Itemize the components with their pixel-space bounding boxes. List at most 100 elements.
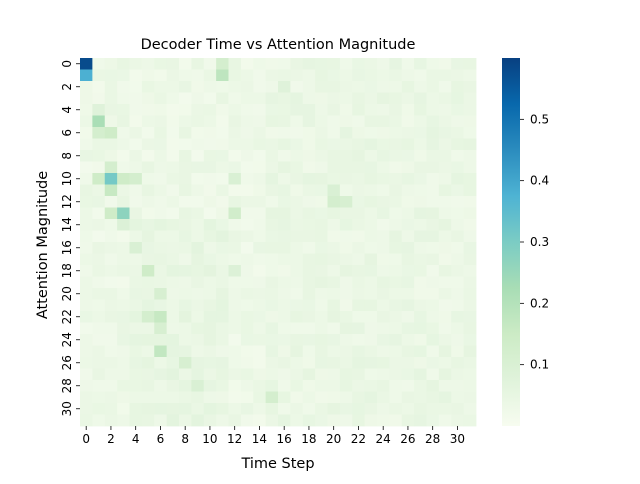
heatmap-cell bbox=[414, 138, 427, 151]
heatmap-cell bbox=[228, 368, 242, 381]
heatmap-cell bbox=[451, 161, 465, 174]
heatmap-cell bbox=[166, 322, 180, 335]
heatmap-cell bbox=[451, 150, 465, 162]
heatmap-cell bbox=[438, 414, 452, 427]
heatmap-cell bbox=[426, 115, 440, 128]
heatmap-cell bbox=[438, 322, 452, 335]
heatmap-cell bbox=[265, 368, 279, 381]
heatmap-cell bbox=[302, 138, 316, 151]
heatmap-cell bbox=[414, 265, 427, 277]
heatmap-cell bbox=[203, 104, 217, 116]
heatmap-cell bbox=[179, 230, 192, 243]
heatmap-cell bbox=[451, 242, 465, 254]
heatmap-cell bbox=[80, 184, 93, 197]
heatmap-cells bbox=[80, 58, 477, 427]
heatmap-cell bbox=[179, 276, 192, 289]
heatmap-cell bbox=[80, 196, 93, 208]
heatmap-cell bbox=[339, 391, 353, 404]
heatmap-cell bbox=[104, 253, 118, 266]
heatmap-cell bbox=[327, 322, 341, 335]
heatmap-cell bbox=[327, 288, 341, 300]
heatmap-cell bbox=[278, 345, 291, 358]
heatmap-cell bbox=[154, 92, 168, 105]
heatmap-cell bbox=[278, 81, 291, 93]
heatmap-cell bbox=[265, 173, 279, 185]
heatmap-cell bbox=[377, 345, 390, 358]
heatmap-cell bbox=[216, 81, 229, 93]
heatmap-cell bbox=[426, 219, 440, 231]
heatmap-cell bbox=[377, 207, 390, 220]
heatmap-cell bbox=[253, 334, 267, 346]
heatmap-cell bbox=[166, 414, 180, 427]
heatmap-cell bbox=[377, 219, 390, 231]
heatmap-cell bbox=[191, 207, 205, 220]
heatmap-cell bbox=[80, 357, 93, 369]
heatmap-cell bbox=[278, 311, 291, 323]
heatmap-cell bbox=[414, 184, 427, 197]
heatmap-cell bbox=[364, 265, 378, 277]
heatmap-cell bbox=[179, 299, 192, 312]
heatmap-cell bbox=[414, 196, 427, 208]
heatmap-cell bbox=[278, 391, 291, 404]
heatmap-cell bbox=[426, 391, 440, 404]
heatmap-cell bbox=[228, 345, 242, 358]
heatmap-cell bbox=[92, 58, 106, 70]
heatmap-cell bbox=[191, 403, 205, 415]
heatmap-cell bbox=[117, 81, 130, 93]
heatmap-cell bbox=[401, 299, 415, 312]
heatmap-cell bbox=[389, 127, 403, 139]
heatmap-cell bbox=[414, 357, 427, 369]
y-tick-label: 18 bbox=[60, 263, 74, 278]
heatmap-cell bbox=[438, 265, 452, 277]
heatmap-cell bbox=[154, 253, 168, 266]
heatmap-cell bbox=[80, 414, 93, 427]
heatmap-cell bbox=[92, 265, 106, 277]
heatmap-cell bbox=[141, 403, 155, 415]
heatmap-cell bbox=[253, 311, 267, 323]
heatmap-cell bbox=[253, 219, 267, 231]
heatmap-cell bbox=[414, 230, 427, 243]
heatmap-cell bbox=[228, 92, 242, 105]
heatmap-cell bbox=[203, 207, 217, 220]
heatmap-cell bbox=[191, 299, 205, 312]
heatmap-cell bbox=[401, 311, 415, 323]
heatmap-cell bbox=[364, 391, 378, 404]
heatmap-cell bbox=[278, 322, 291, 335]
heatmap-cell bbox=[203, 357, 217, 369]
x-tick-label: 28 bbox=[425, 432, 440, 446]
heatmap-cell bbox=[253, 81, 267, 93]
heatmap-cell bbox=[129, 334, 143, 346]
heatmap-cell bbox=[104, 173, 118, 185]
heatmap-cell bbox=[389, 322, 403, 335]
heatmap-cell bbox=[315, 138, 328, 151]
heatmap-cell bbox=[216, 345, 229, 358]
heatmap-cell bbox=[426, 322, 440, 335]
heatmap-cell bbox=[278, 150, 291, 162]
heatmap-cell bbox=[80, 127, 93, 139]
heatmap-cell bbox=[240, 92, 254, 105]
y-tick-label: 12 bbox=[60, 194, 74, 209]
heatmap-cell bbox=[228, 276, 242, 289]
heatmap-cell bbox=[463, 322, 477, 335]
heatmap-cell bbox=[141, 276, 155, 289]
heatmap-cell bbox=[80, 69, 93, 82]
heatmap-cell bbox=[228, 184, 242, 197]
heatmap-cell bbox=[117, 230, 130, 243]
heatmap-cell bbox=[426, 92, 440, 105]
heatmap-cell bbox=[389, 345, 403, 358]
heatmap-cell bbox=[216, 368, 229, 381]
heatmap-cell bbox=[191, 253, 205, 266]
heatmap-cell bbox=[463, 138, 477, 151]
heatmap-cell bbox=[438, 334, 452, 346]
heatmap-cell bbox=[166, 288, 180, 300]
heatmap-cell bbox=[129, 127, 143, 139]
heatmap-cell bbox=[117, 288, 130, 300]
heatmap-cell bbox=[104, 207, 118, 220]
heatmap-cell bbox=[364, 58, 378, 70]
heatmap-cell bbox=[203, 311, 217, 323]
heatmap-cell bbox=[339, 311, 353, 323]
heatmap-cell bbox=[414, 276, 427, 289]
heatmap-cell bbox=[302, 345, 316, 358]
heatmap-cell bbox=[389, 138, 403, 151]
heatmap-cell bbox=[154, 380, 168, 392]
